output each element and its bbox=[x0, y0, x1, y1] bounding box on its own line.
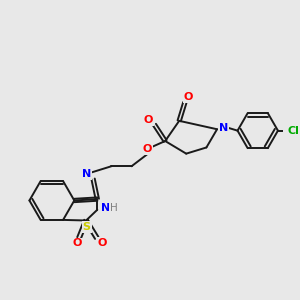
Text: Cl: Cl bbox=[288, 126, 300, 136]
Text: O: O bbox=[144, 115, 153, 125]
Text: O: O bbox=[143, 144, 152, 154]
Text: N: N bbox=[219, 123, 228, 133]
Text: N: N bbox=[82, 169, 92, 179]
Text: S: S bbox=[82, 222, 91, 232]
Text: O: O bbox=[73, 238, 82, 248]
Text: H: H bbox=[110, 203, 118, 213]
Text: N: N bbox=[100, 203, 110, 213]
Text: O: O bbox=[97, 238, 106, 248]
Text: O: O bbox=[184, 92, 193, 102]
